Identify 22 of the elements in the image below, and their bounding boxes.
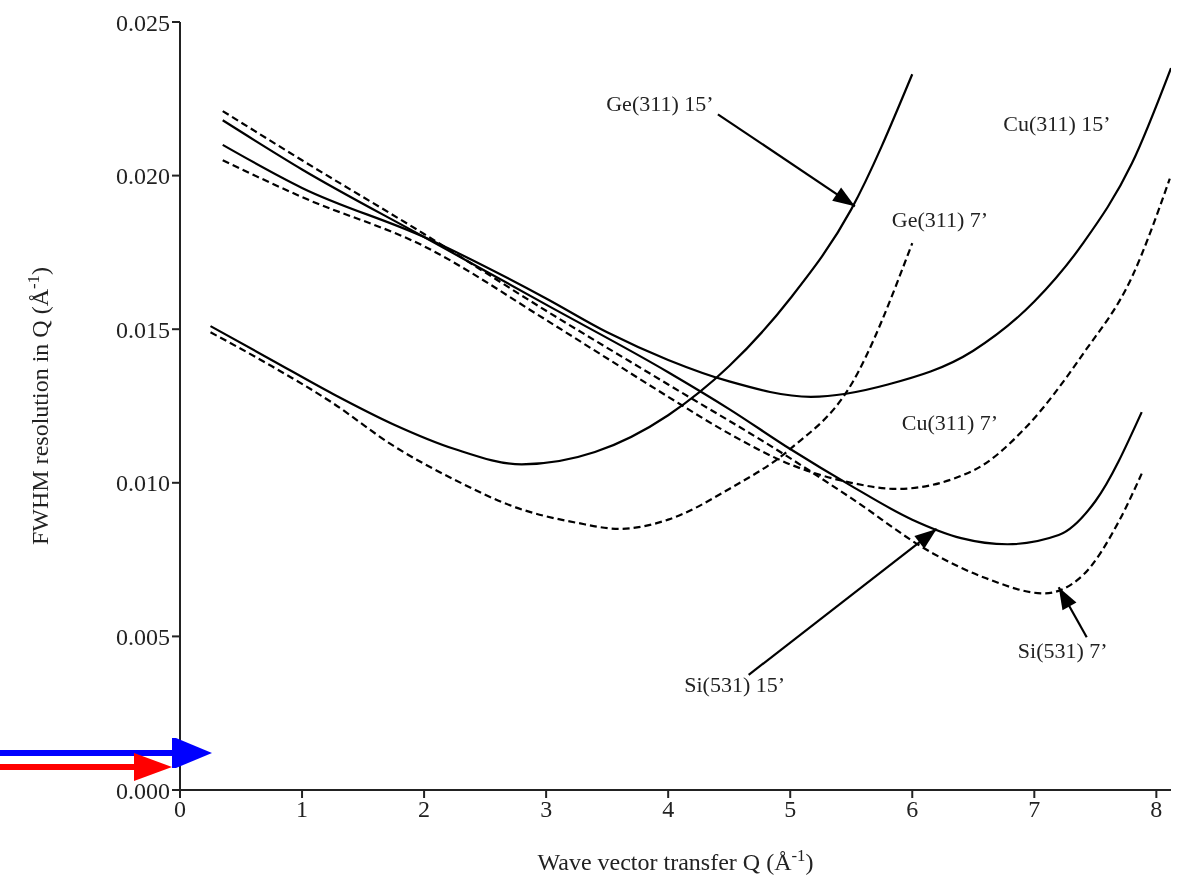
x-tick-label: 2 — [418, 796, 431, 823]
x-tick-label: 5 — [784, 796, 797, 823]
x-tick-label: 7 — [1028, 796, 1041, 823]
y-tick-label: 0.025 — [116, 9, 170, 36]
y-tick-label: 0.010 — [116, 470, 170, 497]
y-tick-label: 0.005 — [116, 623, 170, 650]
x-tick-label: 4 — [662, 796, 675, 823]
x-tick-label: 6 — [906, 796, 919, 823]
annotation: Ge(311) 7’ — [891, 207, 989, 233]
y-tick-label: 0.000 — [116, 777, 170, 804]
x-tick-label: 0 — [174, 796, 186, 823]
annotation: Cu(311) 7’ — [901, 410, 999, 436]
x-tick-label: 8 — [1150, 796, 1163, 823]
x-tick-label: 3 — [540, 796, 553, 823]
annotation: Si(531) 15’ — [684, 671, 786, 697]
annotation: Ge(311) 15’ — [606, 91, 714, 117]
y-tick-label: 0.020 — [116, 163, 170, 190]
y-tick-label: 0.015 — [116, 316, 170, 343]
annotation: Si(531) 7’ — [1017, 638, 1108, 664]
annotation: Cu(311) 15’ — [1003, 111, 1111, 137]
x-tick-label: 1 — [296, 796, 309, 823]
x-axis-title: Wave vector transfer Q (Å$^{-1}$) — [537, 845, 814, 875]
